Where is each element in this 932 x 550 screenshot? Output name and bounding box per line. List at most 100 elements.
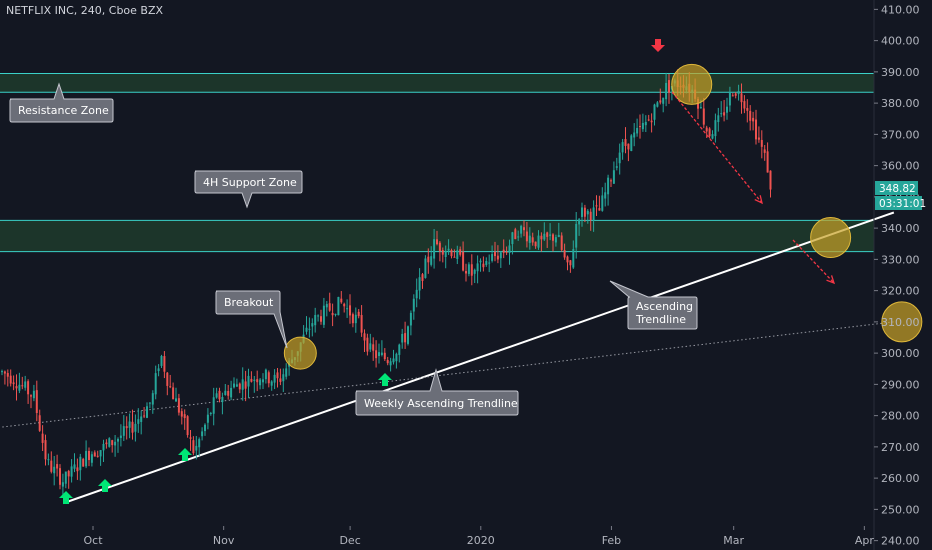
candle-body-67 xyxy=(195,445,198,451)
candle-body-57 xyxy=(166,372,169,386)
y-tick-label-410: 410.00 xyxy=(881,3,920,16)
candle-body-264 xyxy=(766,151,769,173)
candle-body-83 xyxy=(241,379,244,390)
candle-body-56 xyxy=(163,356,166,372)
candle-body-230 xyxy=(668,80,670,93)
candle-body-118 xyxy=(343,303,346,307)
candle-body-244 xyxy=(708,128,711,137)
candle-body-257 xyxy=(746,108,749,111)
ascending-trendline-callout[interactable]: Ascending Trendline xyxy=(609,280,698,330)
candle-body-61 xyxy=(177,398,180,413)
candle-body-39 xyxy=(114,441,117,446)
candle-body-265 xyxy=(769,170,772,190)
candle-body-159 xyxy=(462,251,465,271)
support-zone-callout[interactable]: 4H Support Zone xyxy=(194,170,303,209)
projection-arrow-1 xyxy=(671,91,763,204)
candle-body-254 xyxy=(737,91,740,95)
candle-body-120 xyxy=(349,305,351,316)
last-price-tag: 348.82 xyxy=(875,181,918,195)
candle-body-25 xyxy=(73,464,76,469)
candle-body-74 xyxy=(215,393,218,398)
x-tick-label-Apr: Apr xyxy=(855,534,875,547)
candle-body-10 xyxy=(30,395,32,397)
candle-body-113 xyxy=(328,303,331,311)
candle-body-114 xyxy=(331,312,334,316)
candle-body-255 xyxy=(740,93,743,103)
candle-body-24 xyxy=(70,466,73,477)
candle-body-85 xyxy=(247,375,250,387)
candle-body-188 xyxy=(546,232,549,237)
candle-body-148 xyxy=(430,256,433,265)
x-tick-label-Mar: Mar xyxy=(723,534,744,547)
breakout-callout[interactable]: Breakout xyxy=(215,290,288,349)
candle-body-3 xyxy=(9,375,12,384)
candle-body-77 xyxy=(224,390,227,396)
candle-body-111 xyxy=(322,305,325,325)
candle-body-20 xyxy=(59,468,61,485)
candle-body-258 xyxy=(749,110,752,121)
candle-body-192 xyxy=(557,234,560,238)
candle-body-44 xyxy=(128,421,131,428)
candle-body-122 xyxy=(354,314,357,324)
candle-body-60 xyxy=(175,398,177,402)
candle-body-123 xyxy=(357,311,360,317)
candle-body-109 xyxy=(317,315,320,317)
candle-body-33 xyxy=(96,455,99,457)
candle-body-260 xyxy=(755,119,757,140)
zones-layer xyxy=(0,72,874,253)
candle-body-249 xyxy=(723,112,726,116)
candle-body-144 xyxy=(418,277,421,291)
candle-body-75 xyxy=(218,390,221,400)
x-tick-label-2020: 2020 xyxy=(467,534,495,547)
candle-body-147 xyxy=(427,256,430,263)
candle-body-42 xyxy=(122,426,125,436)
candle-body-110 xyxy=(320,316,322,322)
candle-body-191 xyxy=(554,237,557,243)
candle-body-196 xyxy=(569,260,572,266)
candle-body-247 xyxy=(717,115,720,123)
candle-body-30 xyxy=(88,450,90,461)
candle-body-228 xyxy=(662,97,665,104)
candle-body-173 xyxy=(502,249,505,253)
support-zone-label: 4H Support Zone xyxy=(203,176,297,189)
weekly-trendline-label: Weekly Ascending Trendline xyxy=(364,397,518,410)
candle-body-65 xyxy=(189,437,192,439)
candle-body-189 xyxy=(549,234,552,236)
candle-body-155 xyxy=(450,250,453,257)
last-price-label: 348.82 xyxy=(879,183,916,195)
weekly-trendline-callout[interactable]: Weekly Ascending Trendline xyxy=(355,368,519,416)
highlight-circle-2 xyxy=(810,217,852,258)
y-tick-label-390: 390.00 xyxy=(881,66,920,79)
candle-body-220 xyxy=(639,126,641,128)
candle-body-43 xyxy=(125,426,128,429)
y-tick-label-240: 240.00 xyxy=(881,535,920,548)
candle-body-28 xyxy=(82,458,85,467)
candle-body-162 xyxy=(470,264,473,276)
candle-body-73 xyxy=(212,397,215,414)
candle-body-186 xyxy=(540,235,543,240)
candle-body-130 xyxy=(378,352,380,357)
candle-body-45 xyxy=(131,421,134,433)
candle-body-21 xyxy=(61,482,64,487)
candle-body-212 xyxy=(615,166,618,168)
candle-body-168 xyxy=(488,262,491,264)
candle-body-91 xyxy=(264,369,267,380)
candle-body-11 xyxy=(32,390,35,399)
breakout-label: Breakout xyxy=(224,296,274,309)
candle-body-132 xyxy=(383,352,386,360)
candle-body-18 xyxy=(53,466,56,474)
candle-body-251 xyxy=(728,92,731,106)
candle-body-167 xyxy=(485,260,488,265)
candle-body-47 xyxy=(137,419,140,424)
candle-body-241 xyxy=(699,107,702,109)
candle-body-213 xyxy=(618,152,621,164)
trendline-0 xyxy=(63,211,895,505)
candle-body-219 xyxy=(636,127,639,134)
resistance-zone-callout[interactable]: Resistance Zone xyxy=(9,82,114,123)
y-tick-label-370: 370.00 xyxy=(881,128,920,141)
candle-body-71 xyxy=(206,414,209,423)
candle-body-175 xyxy=(508,245,511,253)
candle-body-34 xyxy=(99,450,102,457)
y-tick-label-330: 330.00 xyxy=(881,253,920,266)
